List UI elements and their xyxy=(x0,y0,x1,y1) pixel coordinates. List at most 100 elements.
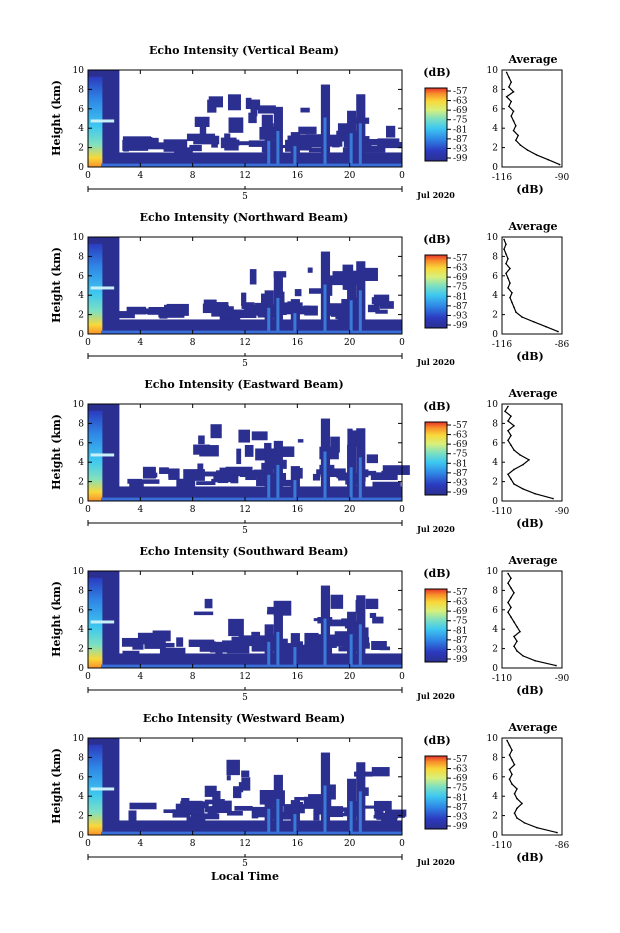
date-tick: 5 xyxy=(242,526,248,536)
colorbar xyxy=(424,254,448,329)
x-tick-label: 20 xyxy=(344,672,356,682)
average-point xyxy=(534,492,536,495)
heatmap-cell xyxy=(349,634,353,668)
average-y-tick-label: 8 xyxy=(492,753,498,763)
heatmap-cell xyxy=(245,471,257,481)
heatmap-cell xyxy=(142,143,165,150)
heatmap-cell xyxy=(226,810,243,816)
average-point xyxy=(516,640,518,643)
average-point xyxy=(505,262,507,265)
heatmap-cell xyxy=(228,117,244,133)
heatmap-cell xyxy=(211,141,218,148)
colorbar-tick-label: -69 xyxy=(453,607,468,617)
heatmap-cell xyxy=(328,634,355,647)
x-tick-label: 0 xyxy=(85,505,91,515)
heatmap-cell xyxy=(227,94,241,111)
average-point xyxy=(513,483,515,485)
heatmap-cell xyxy=(267,140,271,167)
heatmap-cell xyxy=(250,99,261,110)
heatmap-cell xyxy=(204,785,217,797)
colorbar-tick-label: -63 xyxy=(453,765,468,775)
heatmap-cell xyxy=(325,470,341,474)
average-point xyxy=(522,463,524,466)
x-tick-label: 4 xyxy=(137,171,143,181)
colorbar-tick-label: -87 xyxy=(453,803,468,813)
average-point xyxy=(510,577,512,580)
heatmap-cell xyxy=(367,304,380,313)
average-y-tick-label: 10 xyxy=(487,400,499,410)
heatmap-cell xyxy=(203,299,217,310)
heatmap-cell xyxy=(147,311,176,315)
average-y-tick-label: 2 xyxy=(492,144,498,154)
average-point xyxy=(534,659,536,662)
heatmap-cell xyxy=(138,479,160,484)
colorbar-tick-label: -75 xyxy=(453,283,468,293)
heatmap-cell xyxy=(349,133,353,167)
heatmap-cell xyxy=(189,144,202,152)
colorbar-tick-label: -99 xyxy=(453,822,468,832)
average-point xyxy=(505,71,508,74)
average-xlabel: (dB) xyxy=(516,517,543,530)
heatmap-cell xyxy=(330,436,340,453)
heatmap-cell xyxy=(138,641,151,645)
x-tick-label: 12 xyxy=(239,171,250,181)
colorbar-unit: (dB) xyxy=(423,233,450,246)
y-tick-label: 10 xyxy=(73,233,85,243)
heatmap-cell xyxy=(197,463,204,470)
average-point xyxy=(519,144,522,146)
average-point xyxy=(552,497,554,500)
colorbar-tick-label: -81 xyxy=(453,125,468,135)
x-tick-label: 20 xyxy=(344,171,356,181)
heatmap-cell xyxy=(101,163,402,167)
heatmap-cell xyxy=(276,297,280,334)
colorbar-tick-label: -63 xyxy=(453,97,468,107)
heatmap-cell xyxy=(186,816,206,821)
heatmap-cell xyxy=(276,464,280,501)
y-tick-label: 8 xyxy=(78,252,84,262)
x-tick-label: 8 xyxy=(190,171,196,181)
average-xlabel: (dB) xyxy=(516,350,543,363)
heatmap-cell xyxy=(313,809,320,821)
average-point xyxy=(508,105,510,108)
average-point xyxy=(505,243,507,246)
heatmap-cell xyxy=(336,471,343,479)
heatmap-cell xyxy=(307,267,313,273)
date-label: Jul 2020 xyxy=(416,357,455,367)
panel-title: Echo Intensity (Northward Beam) xyxy=(140,211,349,224)
heatmap-cell xyxy=(309,634,328,643)
average-xtick-max: -90 xyxy=(555,674,570,684)
heatmap-cell xyxy=(90,119,115,123)
average-point xyxy=(516,797,518,800)
heatmap-cell xyxy=(293,146,297,167)
date-tick: 5 xyxy=(242,359,248,369)
x-tick-label: 4 xyxy=(137,338,143,348)
average-point xyxy=(522,488,524,490)
x-tick-label: 20 xyxy=(344,338,356,348)
colorbar xyxy=(424,755,448,830)
average-frame xyxy=(501,69,563,168)
heatmap-cell xyxy=(90,620,115,624)
heatmap-cell xyxy=(306,140,330,148)
heatmap-cell xyxy=(90,787,115,791)
heatmap-cell xyxy=(127,478,143,484)
heatmap-cell xyxy=(294,134,316,146)
heatmap-cell xyxy=(349,300,353,334)
average-point xyxy=(545,325,547,328)
average-point xyxy=(510,444,512,447)
average-xlabel: (dB) xyxy=(516,851,543,864)
heatmap-cell xyxy=(293,480,297,501)
average-point xyxy=(515,311,517,313)
heatmap-cell xyxy=(330,619,349,627)
heatmap-cell xyxy=(248,112,257,124)
colorbar-tick-label: -57 xyxy=(453,755,468,765)
heatmap-cell xyxy=(159,467,169,474)
heatmap-field xyxy=(88,237,402,334)
colorbar-tick-label: -63 xyxy=(453,598,468,608)
average-point xyxy=(510,415,512,417)
average-point xyxy=(513,635,515,638)
heatmap-cell xyxy=(238,635,266,647)
heatmap-cell xyxy=(199,126,207,140)
average-xtick-max: -90 xyxy=(555,507,570,517)
average-y-tick-label: 2 xyxy=(492,645,498,655)
colorbar-tick-label: -75 xyxy=(453,116,468,126)
